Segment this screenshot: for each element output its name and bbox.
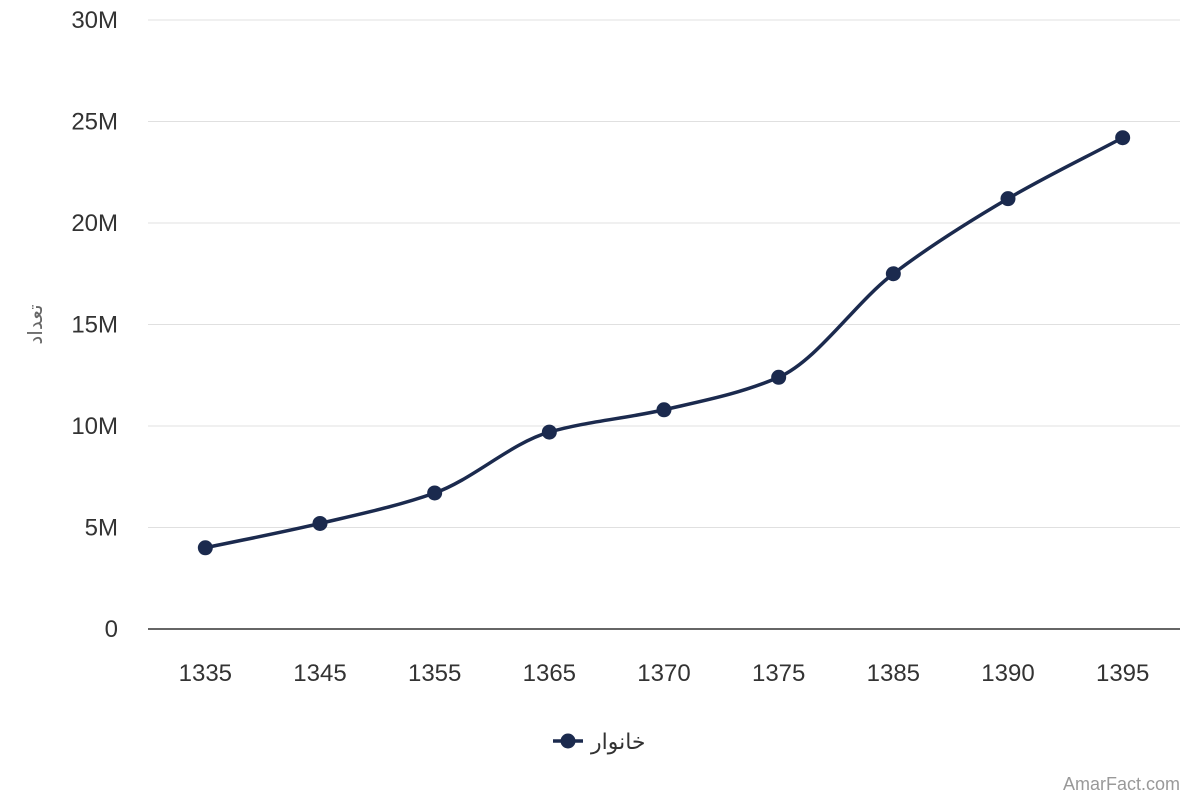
x-tick-label: 1385 [867,660,920,687]
y-tick-label: 30M [71,7,118,34]
x-tick-label: 1355 [408,660,461,687]
x-tick-label: 1370 [637,660,690,687]
y-tick-label: 10M [71,413,118,440]
data-point[interactable] [1115,130,1131,146]
y-axis-ticks: 0 5M 10M 15M 20M 25M 30M [71,7,118,643]
y-axis-label: تعداد [23,304,47,344]
y-tick-label: 0 [105,616,118,643]
x-tick-label: 1375 [752,660,805,687]
grid-lines [148,19,1180,528]
data-point[interactable] [427,485,443,501]
data-point[interactable] [312,515,328,531]
series-layer [197,130,1131,556]
y-tick-label: 20M [71,210,118,237]
data-point[interactable] [656,402,672,418]
x-tick-label: 1345 [293,660,346,687]
x-axis-ticks: 1335 1345 1355 1365 1370 1375 1385 1390 1395 [179,660,1150,687]
x-tick-label: 1395 [1096,660,1149,687]
x-tick-label: 1390 [981,660,1034,687]
y-tick-label: 25M [71,109,118,136]
x-tick-label: 1365 [523,660,576,687]
y-tick-label: 5M [85,515,118,542]
x-tick-label: 1335 [179,660,232,687]
credit-text: AmarFact.com [1063,774,1180,794]
legend-label: خانوار [590,730,646,755]
data-point[interactable] [1000,191,1016,207]
data-point[interactable] [541,424,557,440]
data-point[interactable] [197,540,213,556]
y-tick-label: 15M [71,312,118,339]
series-line [204,136,1124,550]
legend[interactable]: خانوار [553,730,646,755]
data-point[interactable] [771,369,787,385]
legend-marker-dot [560,733,576,749]
data-point[interactable] [885,266,901,282]
